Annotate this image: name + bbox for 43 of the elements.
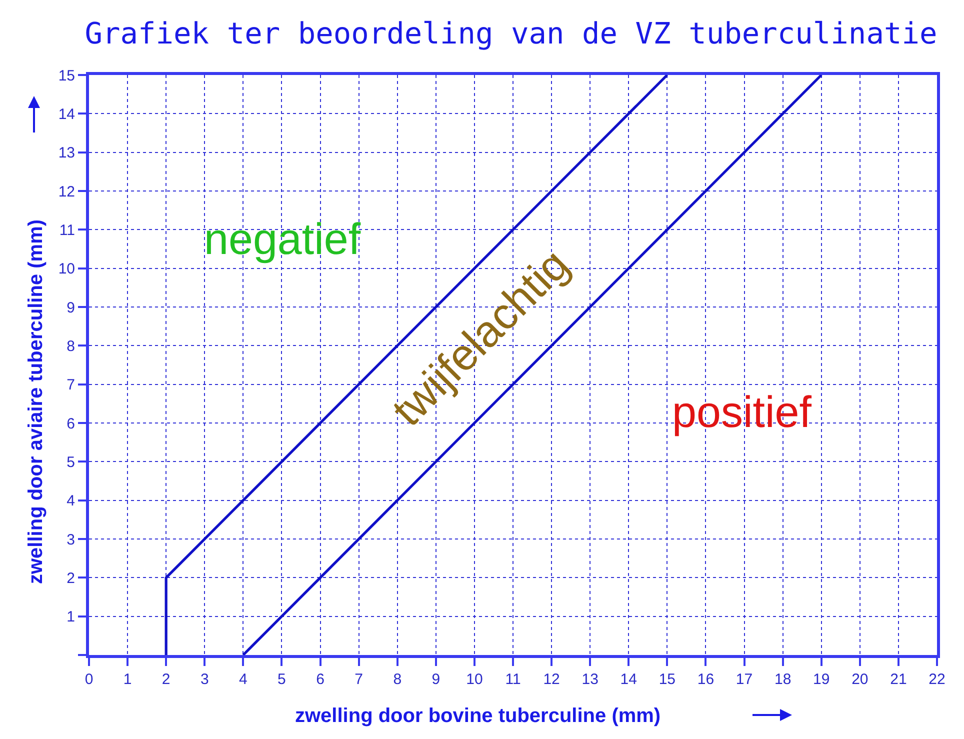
y-tick-label: 14 xyxy=(58,106,75,123)
y-tick-label: 3 xyxy=(66,531,75,548)
x-tick-label: 16 xyxy=(697,671,714,688)
y-tick-label: 1 xyxy=(66,608,75,626)
x-tick-label: 19 xyxy=(813,671,830,688)
x-tick-label: 7 xyxy=(354,671,363,688)
x-tick-label: 10 xyxy=(466,671,483,688)
x-tick-label: 2 xyxy=(162,671,170,688)
x-axis-title: zwelling door bovine tuberculine (mm) xyxy=(295,705,661,727)
y-tick-label: 7 xyxy=(66,376,75,394)
x-tick-label: 18 xyxy=(774,671,792,688)
y-tick-label: 8 xyxy=(66,338,75,355)
y-tick-label: 2 xyxy=(66,570,75,587)
x-tick-label: 5 xyxy=(278,671,286,688)
x-tick-label: 15 xyxy=(658,671,676,688)
x-tick-label: 22 xyxy=(928,671,946,688)
y-tick-label: 10 xyxy=(58,260,75,278)
y-tick-label: 4 xyxy=(66,492,75,510)
y-tick-label: 15 xyxy=(58,67,75,84)
x-tick-label: 0 xyxy=(84,671,94,688)
y-tick-label: 12 xyxy=(58,183,75,200)
x-tick-label: 12 xyxy=(543,671,560,688)
x-tick-label: 20 xyxy=(852,671,868,688)
y-axis-title: zwelling door aviaire tuberculine (mm) xyxy=(25,219,47,584)
x-tick-label: 21 xyxy=(890,671,907,688)
x-tick-label: 17 xyxy=(736,671,753,688)
x-tick-label: 1 xyxy=(123,671,132,688)
x-tick-label: 3 xyxy=(200,671,209,688)
x-tick-label: 13 xyxy=(582,671,598,688)
y-tick-label: 13 xyxy=(58,144,75,162)
annotation: positief xyxy=(672,388,812,437)
x-tick-label: 9 xyxy=(432,671,440,688)
y-tick-label: 9 xyxy=(66,299,75,316)
annotation: negatief xyxy=(204,215,362,264)
x-tick-label: 14 xyxy=(620,671,637,688)
chart-title: Grafiek ter beoordeling van de VZ tuberculinatie xyxy=(84,16,938,50)
x-tick-label: 11 xyxy=(505,671,521,688)
y-tick-label: 11 xyxy=(59,222,75,239)
y-tick-label: 5 xyxy=(66,454,75,471)
y-tick-label: 6 xyxy=(66,415,75,432)
x-tick-label: 8 xyxy=(393,671,402,688)
x-tick-label: 4 xyxy=(239,671,248,688)
x-tick-label: 6 xyxy=(316,671,324,688)
